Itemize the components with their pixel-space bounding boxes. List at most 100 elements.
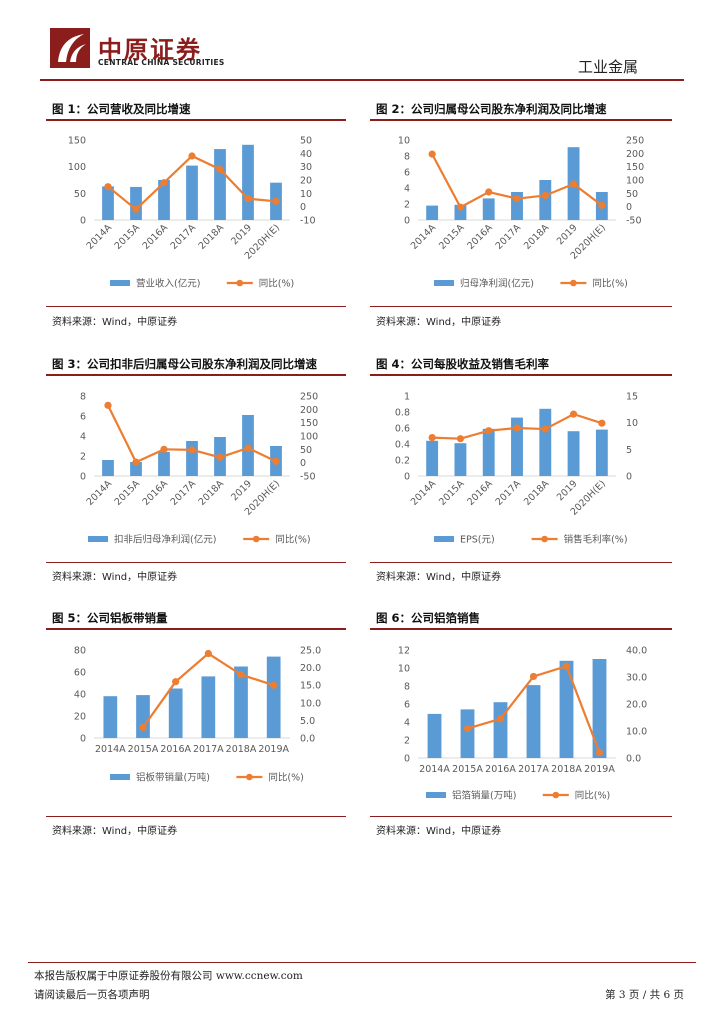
line-point <box>270 681 278 689</box>
figure-5-source: 资料来源：Wind，中原证券 <box>52 826 178 837</box>
header-divider <box>40 79 684 81</box>
footer-copyright: 本报告版权属于中原证券股份有限公司 www.ccnew.com <box>34 970 303 982</box>
right-tick-label: 150 <box>626 162 644 173</box>
legend-line-label: 销售毛利率(%) <box>564 534 628 546</box>
line-point <box>541 191 549 200</box>
left-tick-label: 0 <box>80 734 86 745</box>
right-tick-label: 50 <box>626 189 638 200</box>
line-point <box>204 649 212 658</box>
left-tick-label: 0 <box>404 216 410 227</box>
figure-4-source: 资料来源：Wind，中原证券 <box>376 572 502 583</box>
figure-3-rule <box>46 374 346 376</box>
legend-bar-label: EPS(元) <box>460 535 495 546</box>
left-tick-label: 80 <box>74 646 86 657</box>
left-tick-label: 12 <box>398 646 410 657</box>
x-tick-label: 2016A <box>465 478 495 508</box>
bar-mark <box>103 696 118 738</box>
line-point <box>598 419 606 427</box>
right-tick-label: -50 <box>626 216 642 227</box>
left-tick-label: 0 <box>404 472 410 483</box>
left-tick-label: 4 <box>404 718 410 729</box>
line-point <box>244 195 252 203</box>
left-tick-label: 2 <box>404 200 410 211</box>
x-tick-label: 2014A <box>85 478 115 508</box>
line-point <box>496 715 505 723</box>
line-point <box>569 180 578 188</box>
right-tick-label: 40.0 <box>626 646 647 657</box>
bar-mark <box>482 428 495 476</box>
line-point <box>513 424 521 432</box>
bar-mark <box>201 676 216 738</box>
x-tick-label: 2016A <box>141 478 171 508</box>
bar-mark <box>482 198 495 220</box>
x-tick-label: 2019 <box>229 222 254 247</box>
left-tick-label: 6 <box>404 168 410 179</box>
line-point <box>485 188 493 196</box>
left-tick-label: 0.6 <box>395 424 410 435</box>
figure-2-title: 图 2：公司归属母公司股东净利润及同比增速 <box>376 102 607 116</box>
line-point <box>513 195 521 203</box>
bar-mark <box>460 709 475 758</box>
left-tick-label: 40 <box>74 690 86 701</box>
right-tick-label: 20.0 <box>300 663 321 674</box>
legend-line-marker <box>552 791 560 799</box>
line-point <box>463 724 472 733</box>
footer-page-number: 第 3 页 / 共 6 页 <box>605 989 684 1001</box>
legend-line-label: 同比(%) <box>575 790 610 802</box>
right-tick-label: 200 <box>300 405 318 416</box>
legend-line-marker <box>541 535 548 543</box>
left-tick-label: 2 <box>404 736 410 747</box>
left-tick-label: 8 <box>404 152 410 163</box>
bar-mark <box>511 417 523 476</box>
logo-text-en: CENTRAL CHINA SECURITIES <box>98 58 225 67</box>
bar-mark <box>559 660 574 758</box>
x-tick-label: 2015A <box>437 478 467 508</box>
x-tick-label: 2019A <box>258 744 289 755</box>
right-tick-label: 0 <box>300 458 306 469</box>
figure-1-source: 资料来源：Wind，中原证券 <box>52 317 178 328</box>
bar-mark <box>186 165 198 220</box>
legend-bar-label: 营业收入(亿元) <box>136 278 200 290</box>
x-tick-label: 2015A <box>113 222 143 252</box>
bar-mark <box>266 656 281 738</box>
x-tick-label: 2017A <box>494 222 524 252</box>
line-point <box>160 445 168 453</box>
bar-mark <box>539 408 552 476</box>
x-tick-label: 2017A <box>169 222 199 252</box>
right-tick-label: 100 <box>626 176 644 187</box>
left-tick-label: 150 <box>68 136 86 147</box>
legend-line-label: 同比(%) <box>275 534 310 546</box>
figure-1-rule <box>46 119 346 121</box>
bar-mark <box>186 441 198 476</box>
bar-mark <box>130 462 142 476</box>
line-point <box>485 427 493 435</box>
right-tick-label: 250 <box>626 136 644 147</box>
left-tick-label: 6 <box>80 412 86 423</box>
figure-3-source: 资料来源：Wind，中原证券 <box>52 572 178 583</box>
line-point <box>428 434 436 442</box>
right-tick-label: 10.0 <box>300 698 321 709</box>
x-tick-label: 2015A <box>128 744 159 755</box>
right-tick-label: 15 <box>626 392 638 403</box>
line-point <box>272 457 280 465</box>
left-tick-label: 20 <box>74 712 86 723</box>
bar-mark <box>234 666 248 738</box>
left-tick-label: 10 <box>398 664 410 675</box>
left-tick-label: 0 <box>80 472 86 483</box>
x-tick-label: 2015A <box>452 764 483 775</box>
x-tick-label: 2018A <box>551 764 582 775</box>
line-point <box>272 197 280 205</box>
left-tick-label: 2 <box>80 452 86 463</box>
figure-1-title: 图 1：公司营收及同比增速 <box>52 102 191 116</box>
figure-6-source: 资料来源：Wind，中原证券 <box>376 826 502 837</box>
figure-4-source-rule <box>370 562 672 563</box>
line-point <box>428 150 436 158</box>
bar-mark <box>214 149 226 220</box>
line-point <box>569 410 578 418</box>
figure-5-rule <box>46 628 346 630</box>
line-point <box>244 444 252 452</box>
left-tick-label: 10 <box>398 136 410 147</box>
x-tick-label: 2018A <box>197 478 227 508</box>
right-tick-label: 200 <box>626 149 644 160</box>
